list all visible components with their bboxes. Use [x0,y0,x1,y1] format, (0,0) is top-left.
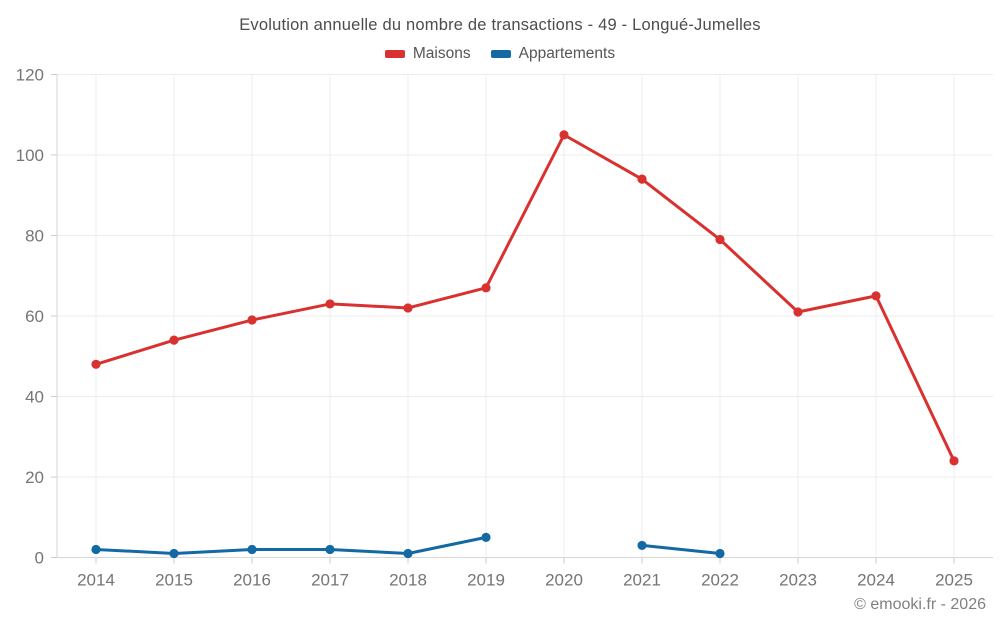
x-tick-label: 2024 [857,571,895,590]
chart-title: Evolution annuelle du nombre de transact… [239,16,761,34]
data-point-maisons-2021[interactable] [637,174,647,184]
data-point-maisons-2017[interactable] [325,299,335,309]
data-point-maisons-2020[interactable] [559,130,569,140]
y-tick-label: 20 [25,468,44,487]
data-point-appartements-2016[interactable] [247,544,257,555]
data-point-maisons-2019[interactable] [481,283,491,293]
y-tick-label: 40 [25,388,44,407]
data-point-maisons-2024[interactable] [871,291,881,301]
x-tick-label: 2022 [701,571,739,590]
y-tick-label: 80 [25,227,44,246]
x-tick-label: 2020 [545,571,583,590]
y-tick-label: 120 [16,66,44,85]
y-tick-label: 60 [25,307,44,326]
legend-label-maisons: Maisons [412,45,471,62]
data-point-maisons-2025[interactable] [949,456,959,466]
series-line-maisons [94,133,956,463]
series-line-appartements [94,535,488,555]
chart-legend: Maisons Appartements [0,45,1000,63]
data-point-maisons-2022[interactable] [715,234,725,245]
data-point-maisons-2018[interactable] [403,303,413,313]
data-point-appartements-2017[interactable] [325,544,335,555]
x-tick-label: 2015 [155,571,193,590]
legend-item-appartements[interactable]: Appartements [490,45,616,63]
x-tick-label: 2016 [233,571,271,590]
x-tick-label: 2014 [77,571,115,590]
x-tick-label: 2017 [311,571,349,590]
x-tick-label: 2021 [623,571,661,590]
data-point-maisons-2016[interactable] [247,315,257,325]
legend-swatch-maisons [384,50,405,58]
x-tick-label: 2025 [935,571,973,590]
legend-item-maisons[interactable]: Maisons [384,45,471,63]
y-tick-label: 100 [16,146,44,165]
legend-label-appartements: Appartements [518,45,616,62]
data-point-appartements-2022[interactable] [715,548,725,559]
data-point-appartements-2015[interactable] [169,548,179,559]
data-point-maisons-2023[interactable] [793,307,803,317]
data-point-maisons-2015[interactable] [169,335,179,345]
x-tick-label: 2019 [467,571,505,590]
legend-swatch-appartements [490,50,511,58]
x-tick-label: 2018 [389,571,427,590]
series-line-appartements [640,543,722,555]
data-point-appartements-2018[interactable] [403,548,413,559]
copyright-text: © emooki.fr - 2026 [854,596,986,613]
data-point-appartements-2021[interactable] [637,540,647,551]
y-tick-label: 0 [35,549,44,568]
data-point-maisons-2014[interactable] [91,359,101,369]
data-point-appartements-2014[interactable] [91,544,101,555]
data-point-appartements-2019[interactable] [481,532,491,542]
x-tick-label: 2023 [779,571,817,590]
